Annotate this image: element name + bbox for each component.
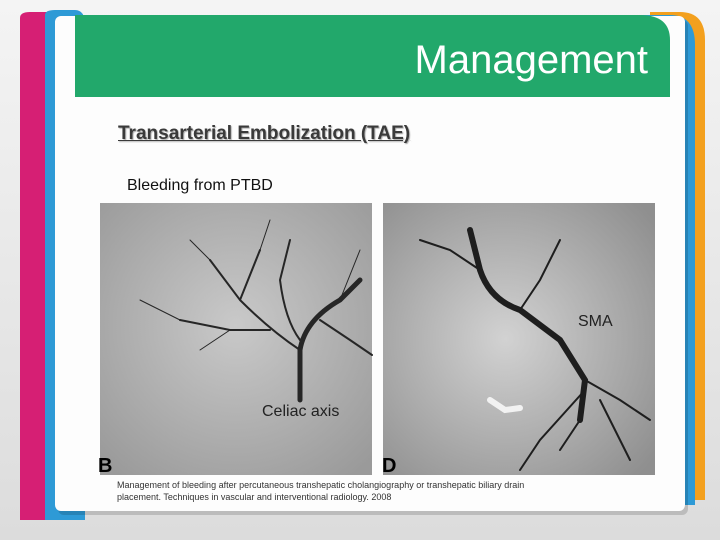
angiogram-b xyxy=(100,203,372,475)
bullet-text: Bleeding from PTBD xyxy=(127,177,273,194)
vessels-d xyxy=(419,227,651,471)
caption-line: placement. Techniques in vascular and in… xyxy=(117,492,392,502)
slide-title: Management xyxy=(414,38,648,82)
header-bar xyxy=(75,15,670,97)
caption-line: Management of bleeding after percutaneou… xyxy=(117,480,525,490)
panel-letter: D xyxy=(382,455,397,477)
angiogram-d xyxy=(383,203,655,475)
slide-subtitle: Transarterial Embolization (TAE) xyxy=(118,123,411,144)
image-label: Celiac axis xyxy=(262,403,340,420)
vessels-b xyxy=(139,219,373,403)
image-label: SMA xyxy=(578,313,613,330)
panel-letter: B xyxy=(98,455,113,477)
